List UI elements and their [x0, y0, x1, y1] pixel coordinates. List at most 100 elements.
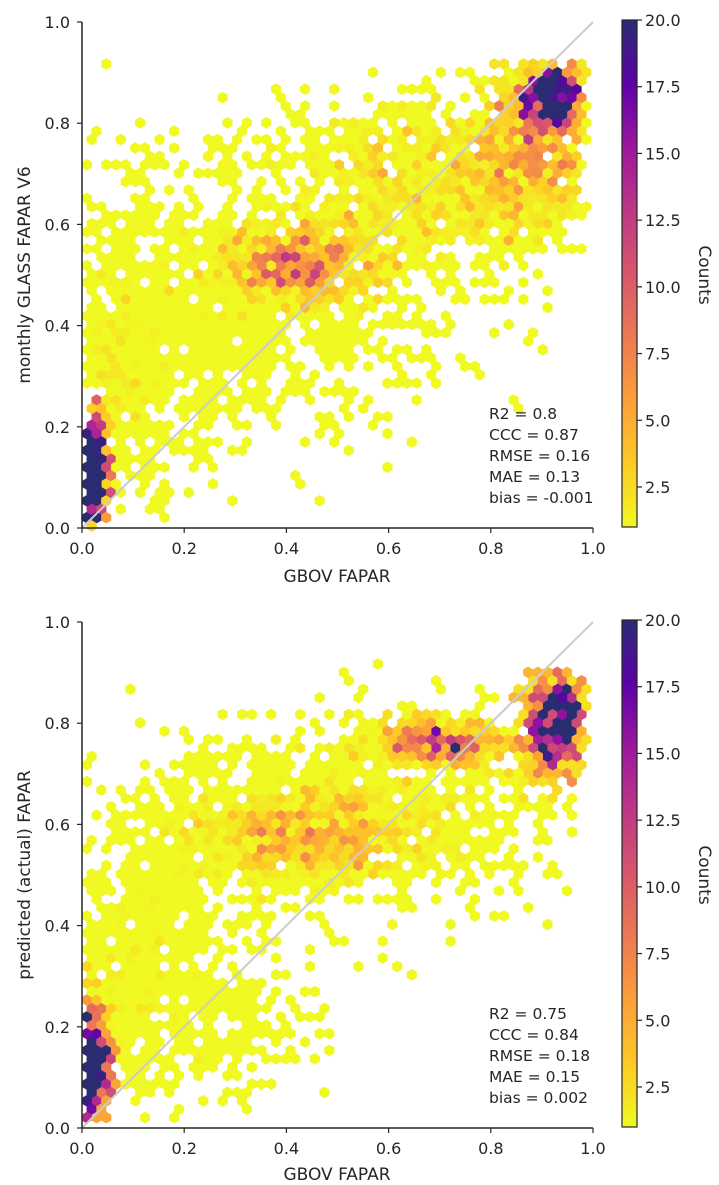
- hexbin-cell: [139, 758, 151, 771]
- hexbin-cell: [479, 792, 490, 805]
- hexbin-cell: [227, 444, 238, 457]
- hexbin-cell: [358, 268, 369, 280]
- hexbin-cell: [382, 259, 393, 272]
- hexbin-cell: [139, 192, 151, 205]
- hexbin-cell: [557, 691, 568, 704]
- hexbin-cell: [217, 792, 228, 805]
- hexbin-cell: [222, 268, 233, 280]
- hexbin-cell: [469, 910, 480, 922]
- hexbin-cell: [183, 884, 194, 897]
- hexbin-cell: [494, 884, 505, 897]
- hexbin-cell: [164, 184, 175, 196]
- hexbin-cell: [101, 58, 112, 70]
- hexbin-cell: [270, 167, 281, 180]
- hexbin-cell: [135, 335, 146, 348]
- hexbin-cell: [508, 876, 519, 889]
- hexbin-cell: [304, 960, 315, 973]
- hexbin-cell: [363, 158, 374, 171]
- hexbin-cell: [469, 276, 480, 289]
- hexbin-cell: [227, 926, 238, 939]
- colorbar-tick-label: 2.5: [645, 1078, 670, 1097]
- hexbin-cell: [382, 310, 393, 322]
- stats-ccc: CCC = 0.87: [489, 426, 579, 444]
- hexbin-cell: [334, 758, 345, 771]
- hexbin-cell: [149, 343, 160, 356]
- hexbin-cell: [426, 800, 437, 813]
- hexbin-cell: [164, 784, 175, 796]
- hexbin-cell: [207, 326, 219, 339]
- hexbin-cell: [217, 775, 228, 788]
- hexbin-cell: [382, 461, 393, 474]
- hexbin-cell: [421, 192, 432, 205]
- hexbin-cell: [304, 910, 315, 922]
- hexbin-cell: [518, 192, 529, 205]
- y-tick-label: 0.0: [45, 1119, 70, 1138]
- hexbin-cell: [426, 784, 437, 796]
- hexbin-cell: [290, 469, 301, 482]
- hexbin-cell: [207, 809, 219, 822]
- hexbin-cell: [324, 360, 335, 373]
- hexbin-cell: [101, 511, 112, 524]
- hexbin-cell: [528, 125, 539, 138]
- hexbin-cell: [251, 133, 262, 146]
- hexbin-cell: [154, 150, 165, 163]
- hexbin-cell: [363, 175, 374, 188]
- hexbin-cell: [358, 116, 369, 129]
- hexbin-cell: [105, 884, 117, 897]
- colorbar-tick-label: 10.0: [645, 878, 681, 897]
- hexbin-cell: [227, 859, 238, 872]
- hexbin-cell: [532, 716, 543, 729]
- hexbin-cell: [149, 394, 160, 406]
- stats-mae: MAE = 0.15: [489, 1068, 580, 1086]
- hexbin-cell: [513, 133, 524, 146]
- hexbin-cell: [169, 1027, 180, 1040]
- hexbin-cell: [484, 234, 495, 247]
- hexbin-cell: [537, 826, 548, 838]
- hexbin-cell: [280, 335, 291, 348]
- hexbin-cell: [392, 859, 403, 872]
- hexbin-cell: [236, 377, 248, 390]
- hexbin-cell: [212, 1052, 223, 1065]
- hexbin-cell: [469, 74, 480, 87]
- colorbar: 2.5 5.0 7.5 10.0 12.5 15.0 17.5 20.0 Counts: [621, 11, 714, 528]
- hexbin-cell: [382, 758, 393, 771]
- hexbin-cell: [304, 893, 315, 906]
- hexbin-cell: [576, 74, 587, 87]
- hexbin-cell: [329, 133, 340, 146]
- hexbin-cell: [353, 758, 364, 771]
- hexbin-cell: [159, 427, 170, 440]
- hexbin-cell: [139, 1111, 151, 1124]
- hexbin-cell: [498, 125, 509, 138]
- hexbin-cell: [566, 125, 577, 138]
- hexbin-cell: [173, 318, 185, 331]
- hexbin-cell: [309, 1052, 320, 1065]
- hexbin-cell: [460, 826, 471, 838]
- hexbin-cell: [115, 784, 126, 796]
- x-tick-label: 1.0: [580, 539, 605, 558]
- hexbin-cell: [212, 884, 223, 897]
- hexbin-cell: [91, 226, 102, 238]
- stats-ccc: CCC = 0.84: [489, 1026, 579, 1044]
- hexbin-cell: [217, 91, 228, 104]
- x-axis-label: GBOV FAPAR: [283, 567, 390, 587]
- hexbin-cell: [120, 994, 131, 1006]
- hexbin-cell: [319, 800, 330, 813]
- hexbin-cell: [343, 326, 354, 339]
- hexbin-cell: [387, 352, 398, 364]
- hexbin-cell: [498, 809, 509, 822]
- hexbin-cell: [561, 66, 572, 79]
- hexbin-cell: [144, 217, 155, 230]
- hexbin-cell: [251, 368, 262, 381]
- hexbin-cell: [576, 58, 587, 70]
- hexbin-cell: [469, 259, 480, 272]
- hexbin-cell: [241, 419, 252, 432]
- hexbin-cell: [295, 842, 306, 855]
- hexbin-cell: [431, 859, 442, 872]
- hexbin-cell: [547, 809, 558, 822]
- hexbin-cell: [169, 758, 180, 771]
- hexbin-cell: [431, 842, 442, 855]
- hexbin-cell: [455, 284, 466, 297]
- hexbin-cell: [120, 1010, 131, 1023]
- hexbin-cell: [207, 259, 219, 272]
- hexbin-cell: [198, 775, 209, 788]
